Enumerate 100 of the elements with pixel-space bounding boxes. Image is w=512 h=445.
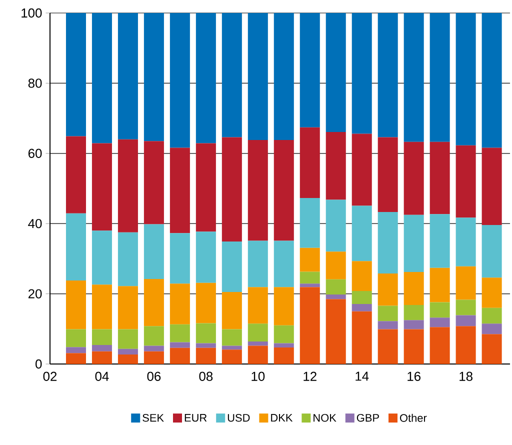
bar — [222, 12, 242, 138]
bar — [196, 12, 216, 144]
bar — [300, 272, 320, 284]
bar — [456, 218, 476, 266]
bar — [274, 348, 294, 364]
x-tick-label: 16 — [408, 372, 420, 381]
bar — [222, 137, 242, 242]
bar — [430, 214, 450, 268]
bar — [300, 12, 320, 128]
bar — [144, 346, 164, 352]
bar — [66, 353, 86, 364]
bar — [118, 329, 138, 349]
bar — [222, 292, 242, 330]
y-tick-label: 40 — [28, 219, 42, 228]
bar — [274, 325, 294, 344]
bar — [300, 287, 320, 364]
bar — [170, 284, 190, 324]
bar — [482, 12, 502, 148]
bar — [274, 12, 294, 140]
bar — [248, 140, 268, 241]
bar — [66, 329, 86, 348]
bar — [92, 284, 112, 330]
bar — [66, 347, 86, 354]
bar — [248, 324, 268, 342]
bar — [92, 12, 112, 144]
bar — [404, 142, 424, 215]
x-tick-label: 12 — [304, 372, 316, 381]
bar — [404, 320, 424, 330]
bar — [92, 351, 112, 364]
bar — [352, 134, 372, 206]
legend-label: EUR — [184, 414, 207, 422]
bar — [404, 214, 424, 272]
bar — [170, 342, 190, 348]
bar — [326, 12, 346, 132]
y-tick-label: 100 — [22, 8, 42, 18]
bar — [352, 12, 372, 134]
bar — [378, 306, 398, 322]
bar — [378, 12, 398, 138]
legend-label: NOK — [314, 414, 336, 422]
bar — [482, 308, 502, 324]
bar — [378, 273, 398, 306]
bar — [456, 315, 476, 326]
bar — [352, 290, 372, 304]
bar — [92, 329, 112, 346]
bar — [248, 287, 268, 324]
bar — [118, 286, 138, 330]
bar — [326, 279, 346, 294]
bar — [430, 142, 450, 214]
legend-label: USD — [228, 414, 250, 422]
bar — [196, 343, 216, 348]
bar — [300, 127, 320, 198]
legend-label: DKK — [271, 414, 293, 422]
bar — [300, 248, 320, 272]
bar — [274, 343, 294, 348]
bar — [378, 137, 398, 212]
bar — [248, 342, 268, 346]
bar — [222, 350, 242, 364]
bar — [144, 326, 164, 346]
bar — [326, 299, 346, 364]
bar — [196, 348, 216, 364]
bar — [326, 132, 346, 200]
bar — [118, 232, 138, 286]
bar — [274, 240, 294, 288]
bar — [170, 233, 190, 284]
bar — [456, 300, 476, 316]
bar — [118, 348, 138, 355]
x-tick-label: 14 — [356, 372, 369, 381]
bar — [326, 294, 346, 300]
y-tick-label: 20 — [28, 289, 42, 298]
x-tick-label: 10 — [252, 372, 265, 381]
bar — [300, 284, 320, 288]
bar — [170, 324, 190, 342]
bar — [196, 143, 216, 232]
bar — [352, 261, 372, 291]
bar — [118, 12, 138, 140]
bar — [248, 346, 268, 364]
bar — [92, 143, 112, 231]
bar — [456, 12, 476, 146]
legend-label: SEK — [142, 414, 164, 422]
bar — [456, 326, 476, 364]
x-tick-label: 08 — [199, 372, 213, 381]
bar — [352, 304, 372, 312]
bar — [144, 224, 164, 280]
bar — [248, 240, 268, 288]
bar — [404, 329, 424, 364]
bar — [66, 280, 86, 330]
bar — [92, 345, 112, 352]
bar — [144, 141, 164, 224]
bar — [66, 136, 86, 214]
bar — [404, 272, 424, 306]
bar — [248, 12, 268, 140]
bar — [170, 348, 190, 364]
x-tick-label: 06 — [147, 372, 161, 381]
legend-label: GBP — [356, 414, 379, 422]
bar — [404, 305, 424, 320]
bar — [482, 148, 502, 226]
bar — [300, 198, 320, 248]
bar — [92, 230, 112, 285]
bar — [196, 323, 216, 344]
bar — [482, 225, 502, 278]
